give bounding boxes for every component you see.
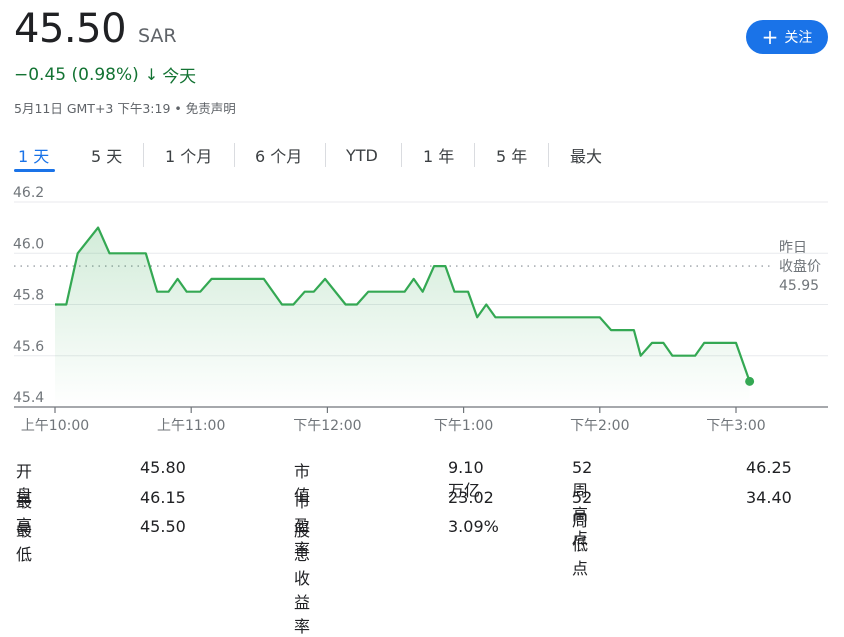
tab-1y[interactable]: 1 年 <box>423 147 455 166</box>
tab-6m[interactable]: 6 个月 <box>255 147 303 166</box>
previous-close-label: 收盘价 <box>779 258 821 275</box>
tab-divider <box>325 143 326 167</box>
price-change: −0.45 (0.98%) ↓ 今天 <box>14 62 197 88</box>
tab-5y[interactable]: 5 年 <box>496 147 528 166</box>
stat-label: 股息收益率 <box>294 521 311 636</box>
x-tick-label: 上午10:00 <box>21 418 89 434</box>
y-tick-label: 45.8 <box>13 288 44 304</box>
y-tick-label: 45.6 <box>13 339 44 355</box>
tab-divider <box>234 143 235 167</box>
last-price-dot <box>745 376 755 386</box>
x-tick-label: 下午3:00 <box>706 418 765 434</box>
change-value: −0.45 (0.98%) <box>14 64 139 85</box>
tab-divider <box>548 143 549 167</box>
range-tabs: 1 天 5 天 1 个月 6 个月 YTD 1 年 5 年 最大 <box>0 140 844 174</box>
stat-value: 45.50 <box>140 517 186 536</box>
stat-value: 46.15 <box>140 488 186 507</box>
x-tick-label: 下午2:00 <box>570 418 629 434</box>
stat-value: 34.40 <box>746 488 792 507</box>
y-tick-label: 45.4 <box>13 390 44 406</box>
price-line <box>55 226 751 382</box>
previous-close-label: 昨日 <box>779 240 807 256</box>
stat-value: 46.25 <box>746 458 792 477</box>
current-price: 45.50 <box>14 6 127 52</box>
quote-timestamp: 5月11日 GMT+3 下午3:19 <box>14 101 171 116</box>
y-tick-label: 46.2 <box>13 185 44 201</box>
x-tick-label: 下午12:00 <box>293 418 361 434</box>
stat-label: 最高 <box>16 492 33 535</box>
stat-value: 3.09% <box>448 517 499 536</box>
quote-header: 45.50 SAR <box>14 6 177 52</box>
stat-value: 23.02 <box>448 488 494 507</box>
arrow-down-icon: ↓ <box>144 65 159 84</box>
tab-divider <box>474 143 475 167</box>
x-tick-label: 下午1:00 <box>434 418 493 434</box>
tab-divider <box>143 143 144 167</box>
stat-label: 市值 <box>294 462 311 505</box>
stat-label: 52 周低点 <box>572 488 593 578</box>
disclaimer-link[interactable]: 免责声明 <box>185 101 236 116</box>
stat-label: 52 周高点 <box>572 458 593 548</box>
active-tab-indicator <box>14 169 55 172</box>
currency-code: SAR <box>138 25 177 47</box>
meta-separator: • <box>174 101 182 116</box>
stat-label: 最低 <box>16 521 33 564</box>
tab-divider <box>401 143 402 167</box>
tab-max[interactable]: 最大 <box>570 147 603 166</box>
tab-1m[interactable]: 1 个月 <box>165 147 213 166</box>
y-tick-label: 46.0 <box>13 236 44 252</box>
tab-1d[interactable]: 1 天 <box>18 147 50 166</box>
follow-button[interactable]: + 关注 <box>746 20 828 54</box>
quote-meta: 5月11日 GMT+3 下午3:19 • 免责声明 <box>14 98 236 117</box>
plus-icon: + <box>761 25 779 49</box>
x-tick-label: 上午11:00 <box>157 418 225 434</box>
stat-label: 开盘 <box>16 462 33 505</box>
tab-ytd[interactable]: YTD <box>346 145 378 165</box>
tab-5d[interactable]: 5 天 <box>91 147 123 166</box>
stat-label: 市盈率 <box>294 492 311 559</box>
previous-close-label: 45.95 <box>779 278 819 294</box>
change-period: 今天 <box>162 67 197 87</box>
follow-label: 关注 <box>784 30 813 46</box>
stat-value: 9.10万亿 <box>448 458 484 500</box>
price-area-fill <box>55 227 750 407</box>
stat-value: 45.80 <box>140 458 186 477</box>
